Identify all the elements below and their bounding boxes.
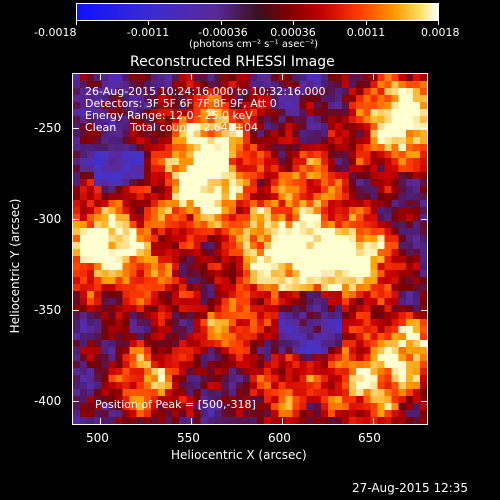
info-clean-counts: Clean Total counts: 2.64E+04 [85,121,259,134]
colorbar-tick-label: 0.00036 [270,26,316,39]
colorbar-tick [293,21,294,25]
colorbar-tick [438,21,439,25]
x-tick [191,74,192,80]
colorbar-tick [221,21,222,25]
y-tick [421,128,427,129]
info-time-range: 26-Aug-2015 10:24:16.000 to 10:32:16.000 [85,85,326,98]
y-tick [421,401,427,402]
colorbar-tick [76,21,77,25]
info-detectors: Detectors: 3F 5F 6F 7F 8F 9F, Att 0 [85,97,277,110]
x-tick-label: 550 [177,431,200,445]
y-tick-label: -300 [34,212,62,226]
x-axis-label: Heliocentric X (arcsec) [171,448,307,462]
colorbar-units: (photons cm⁻² s⁻¹ asec⁻²) [189,39,319,50]
y-axis-label: Heliocentric Y (arcsec) [8,198,22,334]
peak-position: Position of Peak = [500,-318] [95,398,256,411]
x-tick [373,74,374,80]
x-tick [373,418,374,424]
y-tick-label: -250 [34,121,62,135]
plot-title: Reconstructed RHESSI Image [130,54,335,70]
colorbar-tick-label: -0.0018 [34,26,77,39]
y-tick [421,219,427,220]
y-tick [73,401,79,402]
y-tick [421,310,427,311]
rhessi-image [73,74,427,424]
y-tick [73,219,79,220]
colorbar-tick-label: -0.00036 [198,26,248,39]
x-tick-label: 500 [86,431,109,445]
colorbar-tick [366,21,367,25]
x-tick [282,418,283,424]
x-tick [100,418,101,424]
info-energy-range: Energy Range: 12.0 - 25.0 keV [85,109,253,122]
colorbar-tick-label: 0.0018 [421,26,460,39]
plot-area: 26-Aug-2015 10:24:16.000 to 10:32:16.000… [72,73,428,425]
y-tick [73,310,79,311]
x-tick [100,74,101,80]
x-tick-label: 600 [268,431,291,445]
footer-timestamp: 27-Aug-2015 12:35 [352,481,469,495]
y-tick-label: -400 [34,394,62,408]
y-tick [73,128,79,129]
y-tick-label: -350 [34,303,62,317]
colorbar [76,3,439,21]
x-tick [191,418,192,424]
x-tick [282,74,283,80]
colorbar-tick-label: -0.0011 [126,26,170,39]
x-tick-label: 650 [358,431,381,445]
colorbar-tick [148,21,149,25]
colorbar-tick-label: 0.0011 [346,26,386,39]
